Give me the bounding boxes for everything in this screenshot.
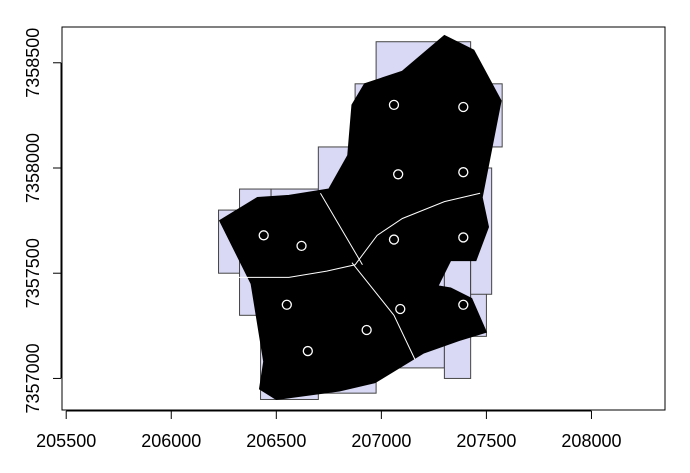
data-point [395, 303, 406, 315]
x-tick-label: 205500 [36, 431, 96, 451]
division-line [319, 192, 363, 266]
data-point [458, 167, 469, 178]
data-point [388, 99, 400, 111]
division-lines [225, 192, 481, 360]
data-point [296, 240, 307, 252]
data-point [302, 345, 313, 357]
x-tick-label: 207000 [351, 431, 411, 451]
data-point [458, 299, 469, 310]
data-point [281, 299, 292, 310]
x-tick-label: 206500 [246, 431, 306, 451]
y-tick-label: 7357000 [23, 343, 43, 413]
x-axis: 205500 206000 206500 207000 207500 208000 [36, 410, 622, 451]
y-tick-label: 7358000 [23, 133, 43, 203]
division-line [351, 262, 416, 360]
sample-points [258, 99, 469, 357]
division-line [225, 192, 481, 278]
data-point [458, 232, 469, 243]
x-tick-label: 206000 [141, 431, 201, 451]
y-axis: 7357000 7357500 7358000 7358500 [23, 28, 62, 413]
data-point [388, 234, 400, 245]
x-tick-label: 207500 [456, 431, 516, 451]
y-tick-label: 7358500 [23, 28, 43, 98]
data-point [393, 169, 404, 180]
x-tick-label: 208000 [561, 431, 621, 451]
data-point [458, 101, 469, 113]
data-point [258, 230, 269, 241]
data-point [361, 324, 372, 336]
y-tick-label: 7357500 [23, 238, 43, 308]
plot-area [61, 26, 666, 411]
